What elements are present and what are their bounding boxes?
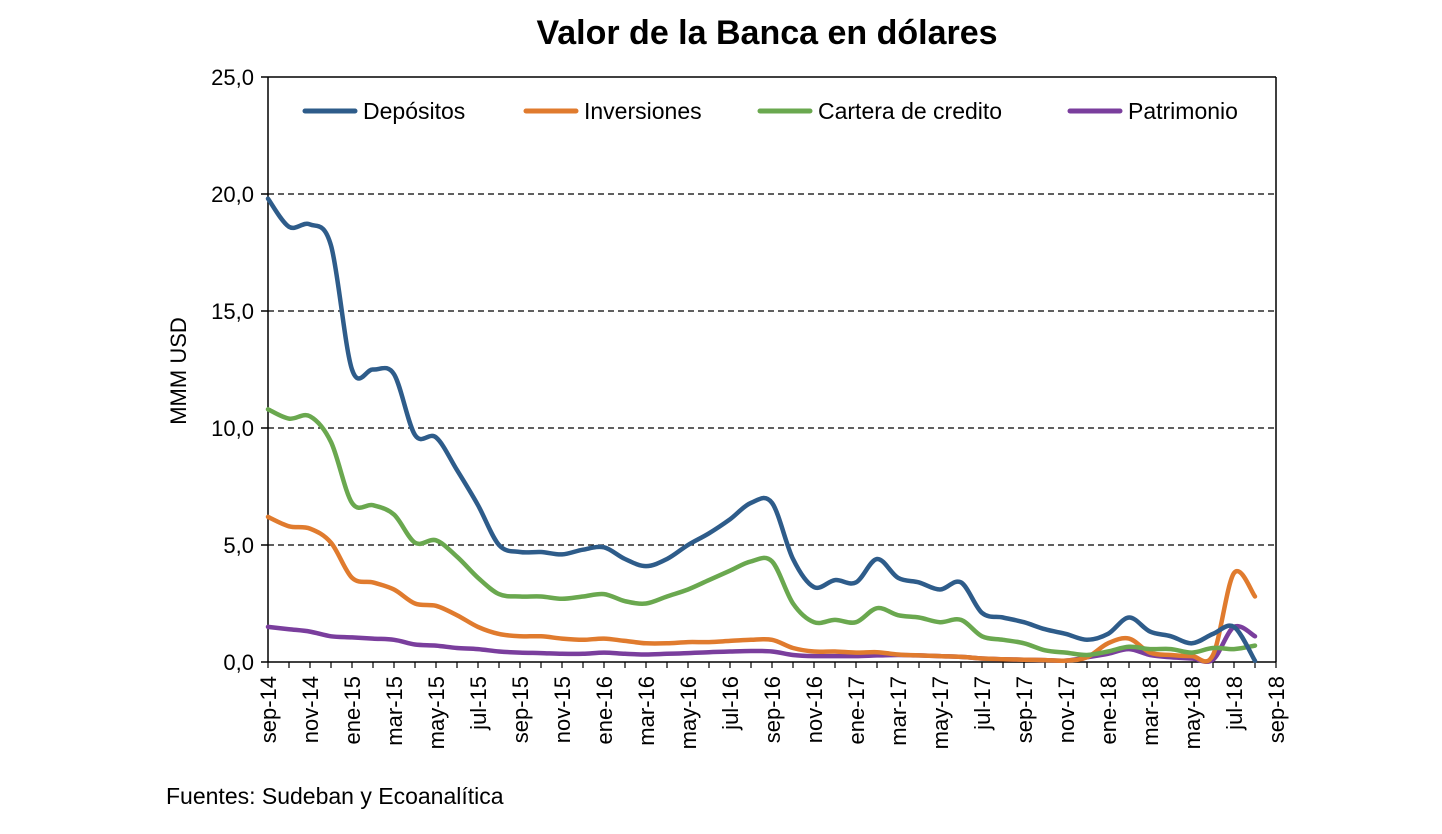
y-tick-label: 15,0	[211, 299, 254, 324]
x-tick-label: nov-15	[550, 676, 575, 743]
source-note: Fuentes: Sudeban y Ecoanalítica	[166, 783, 504, 809]
x-tick-label: may-15	[424, 676, 449, 749]
x-tick-label: may-18	[1180, 676, 1205, 749]
grid-lines	[268, 193, 1276, 546]
x-tick-label: nov-14	[298, 676, 323, 743]
x-tick-label: jul-17	[970, 676, 995, 731]
x-tick-label: may-16	[676, 676, 701, 749]
x-tick-label: mar-17	[886, 676, 911, 746]
y-tick-label: 5,0	[223, 533, 254, 558]
x-tick-label: ene-15	[340, 676, 365, 745]
x-tick-label: ene-17	[844, 676, 869, 745]
x-tick-label: mar-15	[382, 676, 407, 746]
chart-title: Valor de la Banca en dólares	[536, 14, 997, 52]
x-tick-label: ene-18	[1096, 676, 1121, 745]
x-tick-label: sep-18	[1264, 676, 1289, 743]
x-tick-label: jul-18	[1222, 676, 1247, 731]
y-axis-label: MMM USD	[166, 317, 191, 425]
legend-label: Inversiones	[584, 98, 702, 124]
series-lines	[265, 196, 1258, 665]
y-tick-label: 10,0	[211, 416, 254, 441]
x-tick-label: ene-16	[592, 676, 617, 745]
series-line-cartera-de-credito	[265, 407, 1258, 658]
x-tick-label: may-17	[928, 676, 953, 749]
x-tick-label: sep-14	[256, 676, 281, 743]
x-tick-label: sep-17	[1012, 676, 1037, 743]
legend: Depósitos Inversiones Cartera de credito Pa…	[302, 98, 1238, 124]
legend-label: Patrimonio	[1128, 98, 1238, 124]
x-tick-label: jul-16	[718, 676, 743, 731]
series-line-dep-sitos	[265, 196, 1258, 664]
axes	[267, 76, 1277, 663]
series-line-inversiones	[265, 514, 1258, 664]
y-tick-label: 25,0	[211, 65, 254, 90]
x-tick-label: jul-15	[466, 676, 491, 731]
x-tick-label: nov-16	[802, 676, 827, 743]
y-axis-ticks: 0,0 5,0 10,0 15,0 20,0 25,0	[211, 65, 268, 675]
x-tick-label: mar-16	[634, 676, 659, 746]
x-tick-label: sep-16	[760, 676, 785, 743]
x-tick-label: sep-15	[508, 676, 533, 743]
legend-label: Depósitos	[363, 98, 465, 124]
legend-label: Cartera de credito	[818, 98, 1002, 124]
x-tick-label: mar-18	[1138, 676, 1163, 746]
y-tick-label: 20,0	[211, 182, 254, 207]
y-tick-label: 0,0	[223, 650, 254, 675]
x-tick-label: nov-17	[1054, 676, 1079, 743]
x-axis-ticks: sep-14 nov-14 ene-15 mar-15 may-15 jul-15 sep-…	[256, 662, 1289, 749]
